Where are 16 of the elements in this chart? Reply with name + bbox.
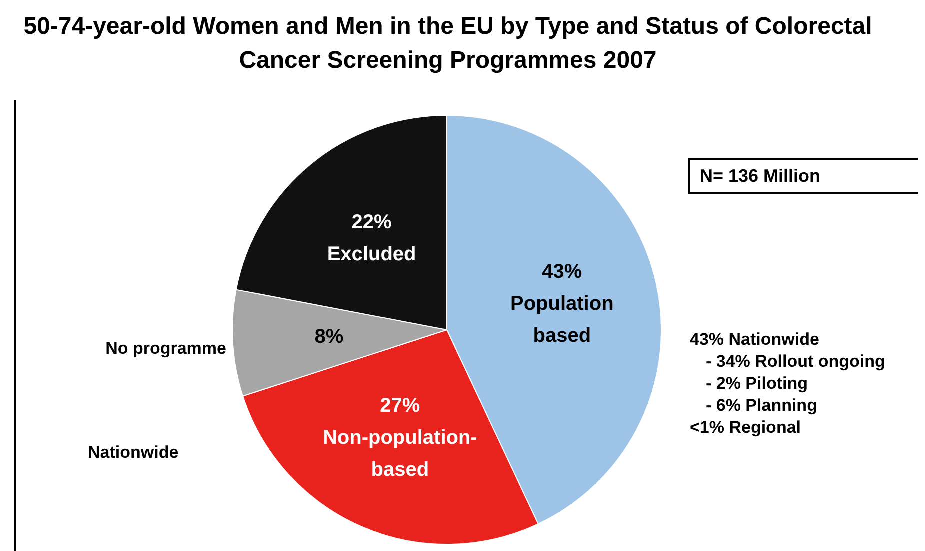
text: N= 136 Million xyxy=(688,158,918,194)
text: 43% Nationwide xyxy=(690,330,820,350)
data-label: 22% xyxy=(352,212,392,234)
slice-label: No programme xyxy=(106,339,226,358)
data-label: 43% xyxy=(542,260,582,283)
text: <1% Regional xyxy=(690,418,802,438)
chart-title: 50-74-year-old Women and Men in the EU by Type and Status of Colorectal Cancer Screening Programmes 2007 xyxy=(22,12,874,76)
slice-label: Excluded xyxy=(327,244,416,266)
data-label: 27% xyxy=(380,394,420,417)
text: - 2% Piloting xyxy=(706,374,808,394)
slice-label: Population based xyxy=(510,292,614,347)
text: Nationwide xyxy=(88,443,179,463)
data-label: 8% xyxy=(314,326,344,348)
text: - 34% Rollout ongoing xyxy=(706,352,886,372)
text: - 6% Planning xyxy=(706,396,818,416)
slice-label: Non-population-based xyxy=(322,426,478,481)
